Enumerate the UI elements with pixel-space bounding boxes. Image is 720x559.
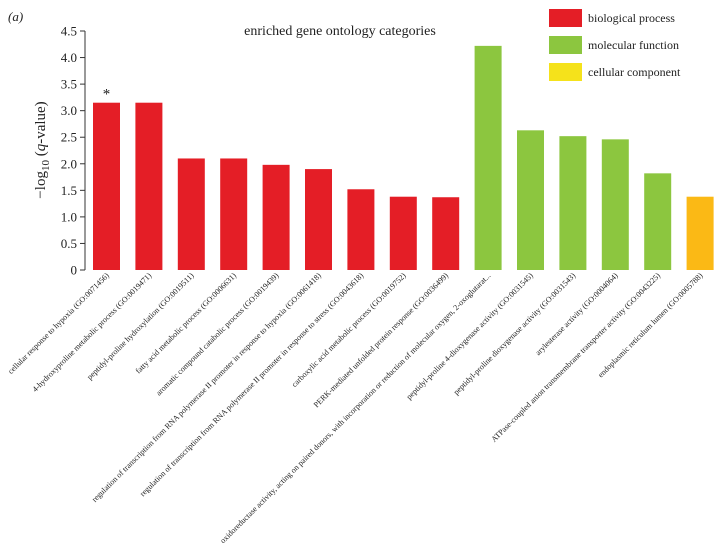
y-tick-label: 4.0 xyxy=(61,50,77,65)
bar xyxy=(517,130,544,270)
y-tick-label: 3.0 xyxy=(61,103,77,118)
legend-swatch xyxy=(549,63,582,81)
y-axis-label-italic: q xyxy=(33,143,49,151)
x-tick-label: oxidoreductase activity, acting on paire… xyxy=(218,271,492,545)
legend: biological process molecular function cell… xyxy=(549,9,681,81)
bar xyxy=(262,164,290,270)
x-axis-labels: cellular response to hypoxia (GO:0071456… xyxy=(6,271,705,545)
y-tick-label: 0 xyxy=(71,263,78,278)
legend-label: biological process xyxy=(588,11,675,25)
bar xyxy=(432,197,460,270)
y-axis-label: −log10 (q-value) xyxy=(33,101,52,198)
panel-label: (a) xyxy=(8,9,23,24)
bars: * xyxy=(93,45,714,271)
legend-swatch xyxy=(549,36,582,54)
y-axis-label-subscript: 10 xyxy=(40,160,52,172)
bar xyxy=(474,45,502,271)
legend-label: cellular component xyxy=(588,65,681,79)
bar xyxy=(559,136,587,270)
bar xyxy=(389,196,417,270)
bar xyxy=(135,102,163,270)
bar xyxy=(177,158,205,270)
y-tick-label: 2.0 xyxy=(61,156,77,171)
y-tick-label: 1.0 xyxy=(61,209,77,224)
bar xyxy=(347,189,375,270)
bar xyxy=(601,139,629,270)
y-tick-label: 1.5 xyxy=(61,183,77,198)
bar xyxy=(220,158,248,270)
bar xyxy=(644,173,672,270)
y-tick-label: 0.5 xyxy=(61,236,77,251)
y-axis-label-paren: ( xyxy=(33,151,49,160)
bar xyxy=(686,196,714,270)
x-tick-label: arylesterase activity (GO:0004064) xyxy=(534,271,620,357)
bar xyxy=(93,102,120,270)
y-tick-label: 4.5 xyxy=(61,24,77,39)
y-tick-label: 3.5 xyxy=(61,77,77,92)
significance-annotation: * xyxy=(103,87,111,103)
chart-title: enriched gene ontology categories xyxy=(244,24,436,39)
y-axis-label-suffix: -value) xyxy=(33,101,49,143)
legend-swatch xyxy=(549,9,582,27)
y-axis-label-prefix: −log xyxy=(33,171,49,199)
legend-label: molecular function xyxy=(588,38,679,52)
y-tick-label: 2.5 xyxy=(61,130,77,145)
y-axis: 0 0.5 1.0 1.5 2.0 2.5 3.0 3.5 4.0 4.5 xyxy=(61,24,86,278)
bar xyxy=(305,169,332,270)
